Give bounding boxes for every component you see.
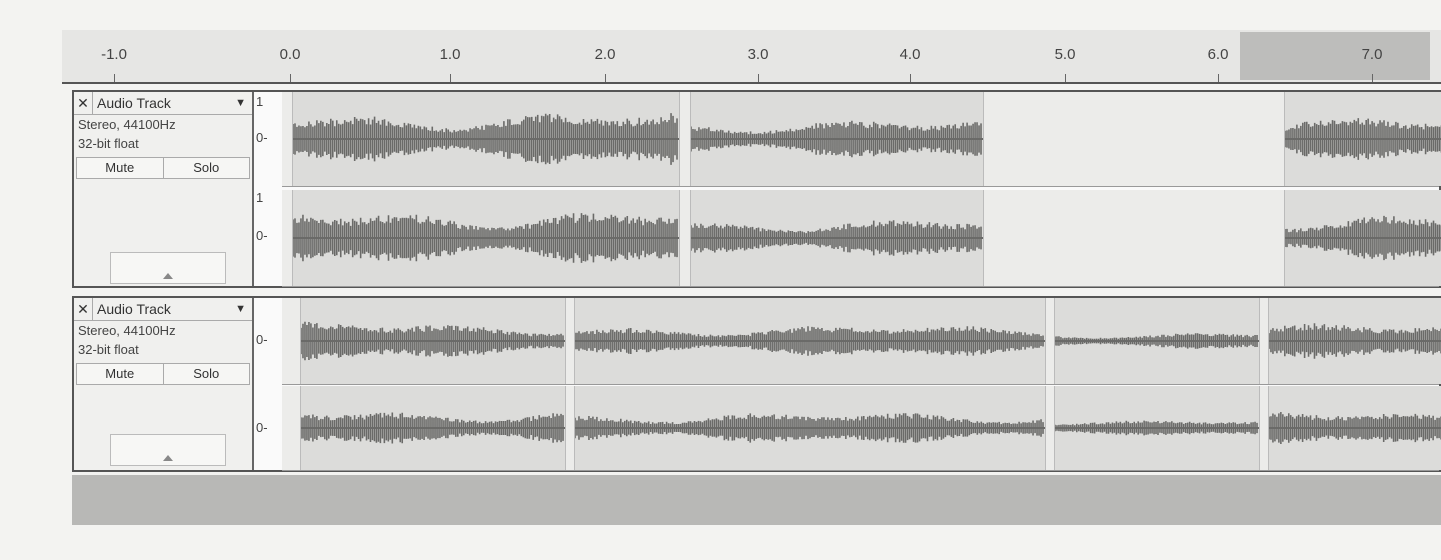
track-name: Audio Track xyxy=(97,95,171,111)
left-channel[interactable] xyxy=(282,92,1441,187)
ruler-tick xyxy=(1372,74,1373,82)
waveform xyxy=(1055,420,1259,436)
dropdown-arrow-icon: ▼ xyxy=(235,97,246,109)
track-name-menu-button[interactable]: Audio Track ▼ xyxy=(92,92,252,114)
mute-button[interactable]: Mute xyxy=(77,364,163,384)
ruler-tick xyxy=(758,74,759,82)
ruler-tick xyxy=(450,74,451,82)
vertical-scale-top: 1 xyxy=(256,190,264,205)
waveform xyxy=(575,326,1045,356)
track-control-panel: ✕ Audio Track ▼ Stereo, 44100Hz 32-bit f… xyxy=(74,92,254,286)
track-name: Audio Track xyxy=(97,301,171,317)
close-track-icon[interactable]: ✕ xyxy=(77,300,89,317)
audio-clip[interactable] xyxy=(1054,386,1260,470)
dropdown-arrow-icon: ▼ xyxy=(235,303,246,315)
ruler-label: 0.0 xyxy=(279,46,301,63)
slider-thumb-icon[interactable] xyxy=(163,455,173,461)
audio-clip[interactable] xyxy=(1268,386,1441,470)
mute-solo-group: Mute Solo xyxy=(76,157,250,179)
ruler-label: 7.0 xyxy=(1361,46,1383,63)
ruler-label: 5.0 xyxy=(1054,46,1076,63)
ruler-label: 6.0 xyxy=(1207,46,1229,63)
slider-thumb-icon[interactable] xyxy=(163,273,173,279)
vertical-scale-zero: 0- xyxy=(256,420,268,435)
ruler-tick xyxy=(1218,74,1219,82)
audio-clip[interactable] xyxy=(292,190,680,286)
waveform xyxy=(301,412,565,444)
audio-clip[interactable] xyxy=(300,386,566,470)
waveform xyxy=(1285,118,1441,160)
ruler-tick xyxy=(605,74,606,82)
solo-button[interactable]: Solo xyxy=(162,158,249,178)
mute-button[interactable]: Mute xyxy=(77,158,163,178)
audio-clip[interactable] xyxy=(574,298,1046,384)
audio-clip[interactable] xyxy=(690,190,984,286)
audio-clip[interactable] xyxy=(300,298,566,384)
track-bitdepth: 32-bit float xyxy=(78,342,139,357)
track-header: ✕ Audio Track ▼ xyxy=(74,298,252,321)
gain-slider[interactable] xyxy=(110,434,226,466)
audio-clip[interactable] xyxy=(1284,190,1441,286)
audio-clip[interactable] xyxy=(292,92,680,186)
track-control-panel: ✕ Audio Track ▼ Stereo, 44100Hz 32-bit f… xyxy=(74,298,254,470)
timeline-ruler[interactable]: -1.0 0.0 1.0 2.0 3.0 4.0 5.0 6.0 7.0 xyxy=(62,30,1441,84)
track-name-menu-button[interactable]: Audio Track ▼ xyxy=(92,298,252,320)
waveform xyxy=(1055,333,1259,349)
track-header: ✕ Audio Track ▼ xyxy=(74,92,252,115)
gain-slider[interactable] xyxy=(110,252,226,284)
vertical-scale-zero: 0- xyxy=(256,228,268,243)
track-format: Stereo, 44100Hz xyxy=(78,323,176,338)
vertical-scale-zero: 0- xyxy=(256,130,268,145)
vertical-scale-zero: 0- xyxy=(256,332,268,347)
right-channel[interactable] xyxy=(282,190,1441,287)
ruler-label: 2.0 xyxy=(594,46,616,63)
ruler-label: 1.0 xyxy=(439,46,461,63)
audio-editor: -1.0 0.0 1.0 2.0 3.0 4.0 5.0 6.0 7.0 ✕ A… xyxy=(62,30,1441,530)
waveform xyxy=(293,213,679,263)
audio-track-2: ✕ Audio Track ▼ Stereo, 44100Hz 32-bit f… xyxy=(72,296,1441,472)
audio-clip[interactable] xyxy=(1284,92,1441,186)
ruler-label: 4.0 xyxy=(899,46,921,63)
left-channel[interactable] xyxy=(282,298,1441,385)
ruler-selection-region[interactable] xyxy=(1240,32,1430,80)
solo-button[interactable]: Solo xyxy=(162,364,249,384)
ruler-tick xyxy=(114,74,115,82)
waveform xyxy=(1285,215,1441,261)
ruler-tick xyxy=(290,74,291,82)
ruler-label: 3.0 xyxy=(747,46,769,63)
right-channel[interactable] xyxy=(282,386,1441,471)
ruler-label: -1.0 xyxy=(101,46,127,63)
audio-track-1: ✕ Audio Track ▼ Stereo, 44100Hz 32-bit f… xyxy=(72,90,1441,288)
waveform xyxy=(1269,412,1441,444)
close-track-icon[interactable]: ✕ xyxy=(77,94,89,111)
audio-clip[interactable] xyxy=(1268,298,1441,384)
vertical-scale-top: 1 xyxy=(256,94,264,109)
waveform xyxy=(301,321,565,361)
waveform xyxy=(691,220,983,256)
ruler-tick xyxy=(910,74,911,82)
empty-track-area[interactable] xyxy=(72,475,1441,525)
audio-clip[interactable] xyxy=(574,386,1046,470)
waveform xyxy=(1269,323,1441,359)
audio-clip[interactable] xyxy=(1054,298,1260,384)
waveform xyxy=(691,120,983,158)
waveform xyxy=(293,113,679,165)
mute-solo-group: Mute Solo xyxy=(76,363,250,385)
waveform xyxy=(575,413,1045,443)
track-bitdepth: 32-bit float xyxy=(78,136,139,151)
audio-clip[interactable] xyxy=(690,92,984,186)
track-format: Stereo, 44100Hz xyxy=(78,117,176,132)
ruler-tick xyxy=(1065,74,1066,82)
